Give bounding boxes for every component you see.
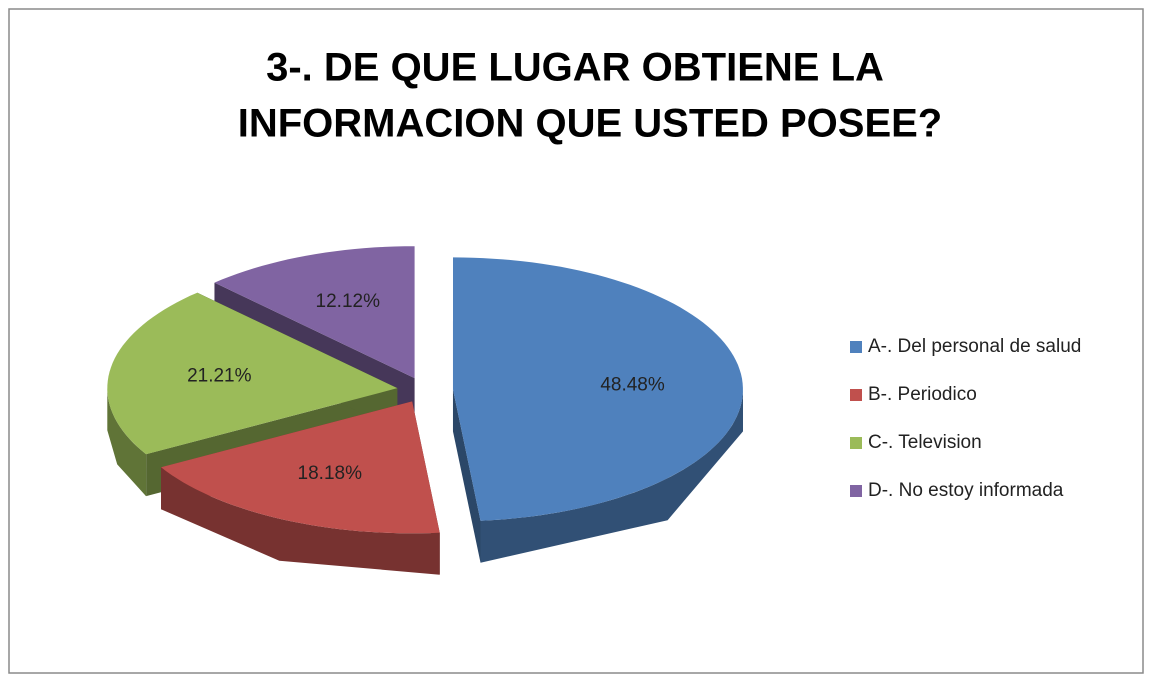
slice-top <box>107 292 398 455</box>
slice-wall <box>452 389 481 563</box>
slice-top <box>452 257 743 521</box>
data-label: 18.18% <box>298 463 363 484</box>
pie-slice <box>452 257 743 563</box>
legend-swatch <box>850 389 862 401</box>
slice-side <box>107 388 147 497</box>
data-label: 48.48% <box>600 375 665 396</box>
legend-label: D-. No estoy informada <box>868 480 1064 501</box>
legend-swatch <box>850 485 862 497</box>
legend-swatch <box>850 341 862 353</box>
pie-slice <box>161 401 440 575</box>
data-label: 21.21% <box>187 366 252 387</box>
legend-label: B-. Periodico <box>868 384 977 405</box>
slice-side <box>161 467 440 575</box>
slice-top <box>161 401 440 534</box>
legend-label: A-. Del personal de salud <box>868 336 1081 357</box>
legend-swatch <box>850 437 862 449</box>
data-label: 12.12% <box>316 291 381 312</box>
legend-label: C-. Television <box>868 432 982 453</box>
chart-title: 3-. DE QUE LUGAR OBTIENE LA <box>266 46 884 90</box>
slice-side <box>480 389 743 563</box>
chart-title: INFORMACION QUE USTED POSEE? <box>238 102 943 146</box>
slice-top <box>214 246 415 379</box>
